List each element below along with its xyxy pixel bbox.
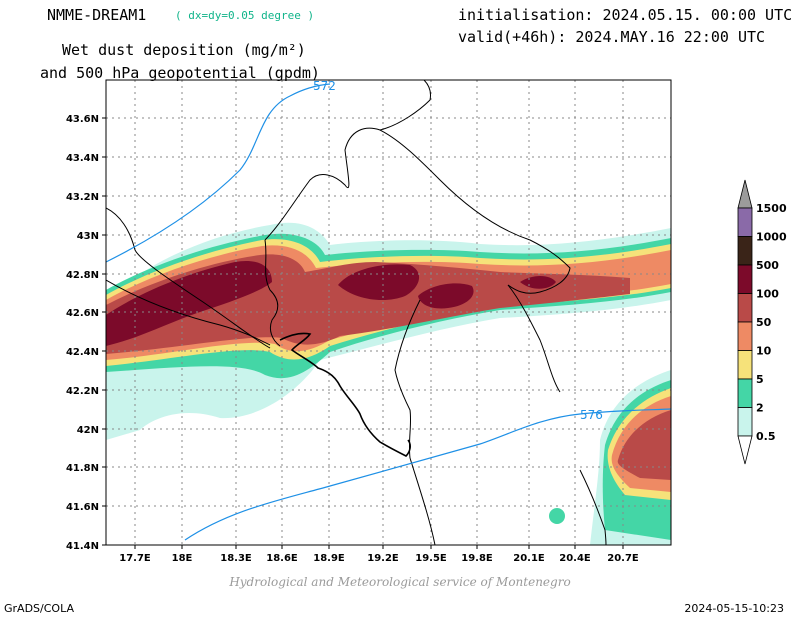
deposition-field (106, 222, 671, 545)
shade-100a (106, 260, 272, 346)
legend-swatch (737, 236, 753, 266)
legend-label: 500 (756, 259, 779, 272)
border-line-9 (409, 457, 436, 545)
longitude-labels: 17.7E 18E 18.3E 18.6E 18.9E 19.2E 19.5E 19.8E 20… (119, 545, 639, 564)
legend-label: 1500 (756, 202, 787, 215)
shade-2-dot2 (616, 513, 632, 529)
legend-label: 5 (756, 373, 764, 386)
shade-50-se (617, 410, 671, 480)
lon-tick-label: 20.4E (559, 553, 591, 564)
lon-tick-label: 17.7E (119, 553, 151, 564)
contour-572 (106, 83, 331, 263)
legend-label: 10 (756, 345, 772, 358)
lon-tick-label: 20.1E (513, 553, 545, 564)
contour-label-572: 572 (313, 79, 336, 93)
lon-tick-label: 19.8E (461, 553, 493, 564)
shade-100c (418, 283, 474, 309)
legend-label: 2 (756, 402, 764, 415)
geopotential-contours (106, 83, 671, 541)
credit-line: Hydrological and Meteorological service … (229, 575, 571, 589)
legend-swatch (737, 293, 753, 323)
border-line-1 (106, 207, 271, 349)
border-line-2 (106, 279, 271, 346)
contour-576 (184, 408, 671, 541)
lat-tick-label: 43.6N (66, 114, 99, 125)
lat-tick-label: 43N (77, 231, 99, 242)
legend-swatch (737, 407, 753, 437)
lat-tick-label: 41.8N (66, 463, 99, 474)
lat-tick-label: 42.8N (66, 270, 99, 281)
lat-tick-label: 41.6N (66, 502, 99, 513)
lon-tick-label: 19.2E (367, 553, 399, 564)
border-line-6 (507, 284, 561, 393)
lon-tick-label: 19.5E (415, 553, 447, 564)
legend-swatch (737, 264, 753, 294)
initialisation-time: initialisation: 2024.05.15. 00:00 UTC (458, 6, 793, 24)
border-line-3 (264, 239, 281, 347)
border-line-5 (379, 129, 571, 294)
software-credit: GrADS/COLA (4, 602, 74, 615)
field-title-line1: Wet dust deposition (mg/m²) (62, 41, 306, 59)
legend-swatch (737, 207, 753, 237)
border-line-7 (394, 299, 421, 459)
border-line-8 (579, 469, 607, 545)
valid-time: valid(+46h): 2024.MAY.16 22:00 UTC (458, 28, 766, 46)
contour-label-576: 576 (580, 408, 603, 422)
lon-tick-label: 18.9E (313, 553, 345, 564)
border-line-4 (264, 80, 431, 241)
legend-bottom-arrow (737, 435, 753, 465)
latitude-labels: 43.6N 43.4N 43.2N 43N 42.8N 42.6N 42.4N 42.2N 42… (66, 114, 106, 552)
country-borders (106, 80, 607, 545)
legend-label: 100 (756, 288, 779, 301)
legend-label: 50 (756, 316, 772, 329)
legend-swatch (737, 350, 753, 380)
lon-tick-label: 20.7E (607, 553, 639, 564)
legend-swatch (737, 321, 753, 351)
graticule (106, 80, 671, 545)
lat-tick-label: 43.2N (66, 192, 99, 203)
colorbar-legend: 1500 1000 500 100 50 10 5 2 0.5 (737, 179, 787, 465)
legend-label: 1000 (756, 231, 787, 244)
render-timestamp: 2024-05-15-10:23 (684, 602, 784, 615)
lat-tick-label: 42.4N (66, 347, 99, 358)
lon-tick-label: 18E (172, 553, 193, 564)
shade-100b (338, 264, 420, 301)
model-resolution: ( dx=dy=0.05 degree ) (175, 9, 315, 22)
shade-2-dot1 (549, 508, 565, 524)
lat-tick-label: 42N (77, 425, 99, 436)
model-title: NMME-DREAM1 (47, 6, 147, 24)
lat-tick-label: 42.6N (66, 308, 99, 319)
lat-tick-label: 42.2N (66, 386, 99, 397)
lat-tick-label: 41.4N (66, 541, 99, 552)
lon-tick-label: 18.3E (220, 553, 252, 564)
lon-tick-label: 18.6E (266, 553, 298, 564)
legend-top-arrow (737, 179, 753, 209)
field-title-line2: and 500 hPa geopotential (gpdm) (40, 64, 320, 82)
lat-tick-label: 43.4N (66, 153, 99, 164)
legend-label: 0.5 (756, 430, 776, 443)
legend-swatch (737, 378, 753, 408)
coastline (279, 332, 411, 457)
